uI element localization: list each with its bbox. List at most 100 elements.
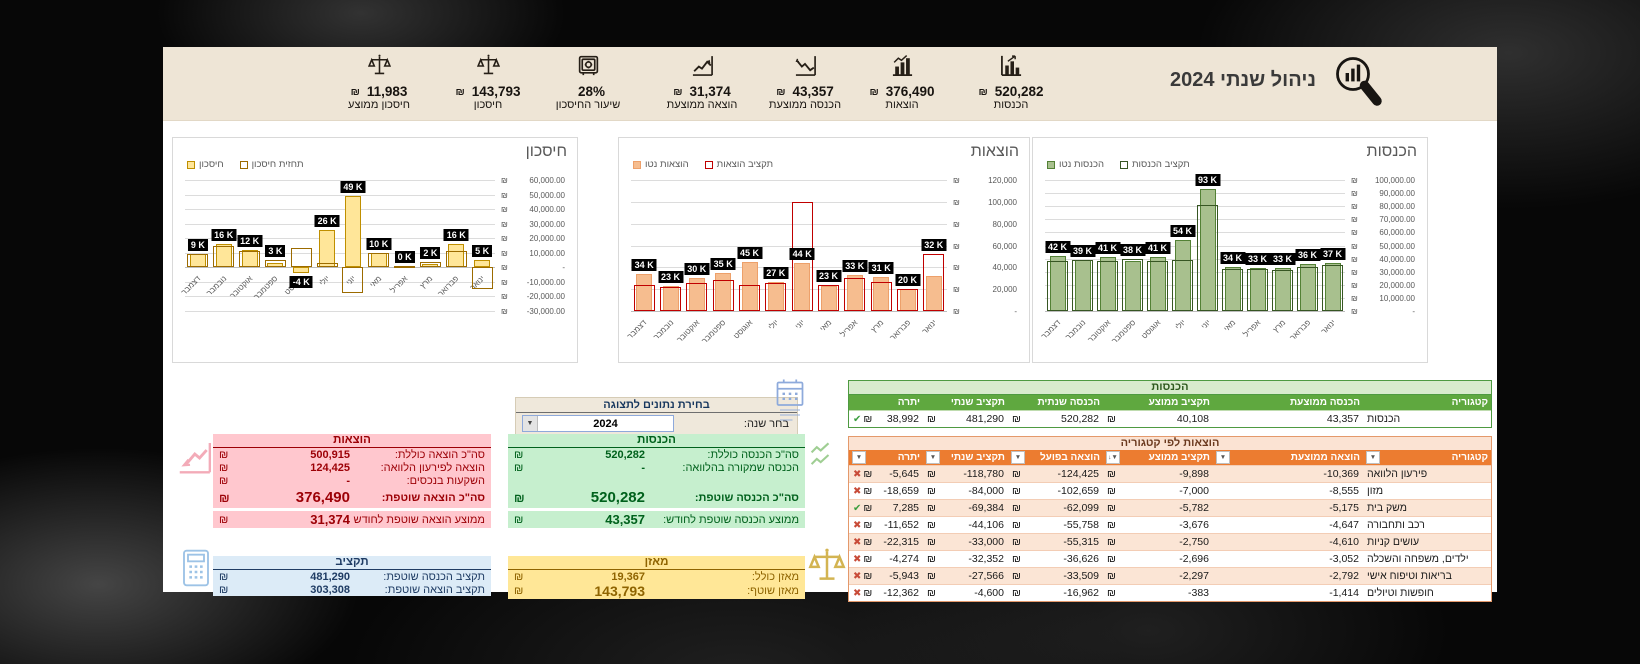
shekel-symbol: ₪ bbox=[514, 513, 524, 526]
bar-budget-outline bbox=[897, 289, 918, 311]
scales-icon bbox=[432, 53, 544, 83]
summary-row: סה"כ הוצאה שוטפת: 376,490 ₪ bbox=[213, 487, 491, 508]
gridline bbox=[1045, 245, 1345, 247]
data-label: 32 K bbox=[921, 239, 947, 252]
kpi-2: ₪ 143,793 חיסכון bbox=[432, 53, 544, 111]
row-label: ממוצע הוצאה שוטפת לחודש bbox=[353, 513, 485, 526]
column-header: ▼ קטגוריה bbox=[1363, 450, 1491, 465]
y-axis-tick: ₪ 100,000.00 bbox=[1351, 176, 1415, 185]
table-row: ✖ ₪ -11,652 ₪ -44,106 ₪ -55,758 ₪ -3,676 -4,647 רכ… bbox=[849, 516, 1491, 533]
chart-legend: תקציב הכנסות הכנסות נטו bbox=[1047, 159, 1190, 170]
data-label: 26 K bbox=[314, 214, 340, 227]
y-axis-tick: ₪ 60,000.00 bbox=[1351, 228, 1415, 238]
magnifier-chart-icon bbox=[1331, 52, 1389, 114]
bar-budget-outline bbox=[471, 267, 493, 290]
column-header: ▼ הוצאה בפועל bbox=[1008, 450, 1103, 465]
avg-budget-cell: ₪ 40,108 bbox=[1103, 410, 1213, 427]
column-header: תקציב שנתי bbox=[923, 395, 1008, 410]
y-axis-tick: ₪ 40,000 bbox=[953, 263, 1017, 273]
bar-budget-outline bbox=[1122, 258, 1143, 311]
data-label: 27 K bbox=[763, 266, 789, 279]
row-value: - bbox=[641, 461, 645, 474]
avg-budget-cell: ₪ -7,000 bbox=[1103, 482, 1213, 499]
legend-label: הוצאות נטו bbox=[645, 159, 689, 170]
bar-budget-outline bbox=[368, 252, 390, 268]
chevron-down-icon[interactable]: ▼ bbox=[523, 416, 538, 431]
filter-button[interactable]: ▼ bbox=[1366, 451, 1380, 464]
shekel-symbol: ₪ bbox=[219, 448, 229, 461]
safe-icon bbox=[532, 53, 644, 83]
tables-area: הכנסות יתרה תקציב שנתי הכנסה שנתית תקציב ממו… bbox=[848, 380, 1492, 602]
year-dropdown[interactable]: ▼ 2024 bbox=[522, 415, 674, 432]
avg-cell: -8,555 bbox=[1213, 482, 1363, 499]
data-label: 23 K bbox=[657, 270, 684, 283]
bar-budget-outline bbox=[1047, 261, 1068, 311]
avg-budget-cell: ₪ -5,782 bbox=[1103, 499, 1213, 516]
gridline bbox=[1045, 271, 1345, 273]
annual-cell: ₪ -62,099 bbox=[1008, 499, 1103, 516]
filter-button[interactable]: ▼ bbox=[926, 451, 940, 464]
kpi-label: הוצאה ממוצעת bbox=[666, 99, 738, 111]
annual-budget-cell: ₪ -27,566 bbox=[923, 567, 1008, 584]
category-cell: ילדים, משפחה והשכלה bbox=[1363, 550, 1491, 567]
bar-budget-outline bbox=[445, 251, 467, 268]
table: הוצאות לפי קטגוריה ▼ יתרה ▼ תקציב שנתי ▼ הוצאה… bbox=[848, 436, 1492, 602]
y-axis-tick: ₪ -20,000.00 bbox=[501, 292, 565, 302]
bar-budget-outline bbox=[1097, 261, 1118, 311]
box-title: הכנסות bbox=[508, 434, 805, 448]
legend-item: הוצאות נטו bbox=[633, 159, 689, 170]
table-header-row: ▼ יתרה ▼ תקציב שנתי ▼ הוצאה בפועל ↓▼ תקציב ממוצ… bbox=[849, 450, 1491, 465]
legend-label: תחזית חיסכון bbox=[251, 159, 304, 170]
line-down-icon bbox=[749, 53, 861, 83]
legend-item: תקציב הכנסות bbox=[1119, 159, 1190, 170]
currency-symbol: ₪ bbox=[673, 85, 683, 98]
bar-fill bbox=[319, 229, 336, 268]
data-label: 16 K bbox=[443, 229, 469, 241]
avg-cell: -1,414 bbox=[1213, 584, 1363, 601]
x-icon: ✖ bbox=[853, 570, 862, 582]
summary-row: מאזן שוטף: 143,793 ₪ bbox=[508, 583, 805, 599]
bar-budget-outline bbox=[1222, 269, 1243, 311]
y-axis-tick: ₪ 30,000.00 bbox=[501, 219, 565, 229]
column-header: יתרה bbox=[849, 395, 923, 410]
table-row: ✖ ₪ -22,315 ₪ -33,000 ₪ -55,315 ₪ -2,750 -4,610 עו… bbox=[849, 533, 1491, 550]
shekel-symbol: ₪ bbox=[219, 474, 229, 487]
y-axis-tick: ₪ 40,000.00 bbox=[1351, 254, 1415, 264]
column-header: תקציב ממוצע bbox=[1103, 395, 1213, 410]
balance-cell: ✖ ₪ -5,943 bbox=[849, 567, 923, 584]
avg-cell: -10,369 bbox=[1213, 465, 1363, 482]
filter-button[interactable]: ▼ bbox=[852, 451, 866, 464]
data-label: 33 K bbox=[842, 260, 868, 272]
data-label: 20 K bbox=[894, 274, 921, 287]
filter-button[interactable]: ▼ bbox=[1011, 451, 1025, 464]
x-icon: ✖ bbox=[853, 468, 862, 480]
y-axis-tick: ₪ - bbox=[953, 307, 1017, 316]
y-axis-tick: ₪ - bbox=[501, 263, 565, 273]
bar-budget-outline bbox=[187, 253, 209, 268]
table: הכנסות יתרה תקציב שנתי הכנסה שנתית תקציב ממו… bbox=[848, 380, 1492, 428]
year-value[interactable]: 2024 bbox=[593, 417, 618, 430]
kpi-header: ניהול שנתי 2024 ₪ 11,983 חיסכון ממוצע ₪ 143,… bbox=[163, 47, 1497, 121]
annual-cell: ₪ -55,315 bbox=[1008, 533, 1103, 550]
filter-button[interactable]: ↓▼ bbox=[1106, 451, 1120, 464]
kpi-value: ₪ 376,490 bbox=[869, 84, 935, 99]
gridline bbox=[1045, 219, 1345, 221]
legend-item: חיסכון bbox=[187, 159, 224, 170]
income-table: הכנסות יתרה תקציב שנתי הכנסה שנתית תקציב ממו… bbox=[848, 380, 1492, 428]
table-title: הוצאות לפי קטגוריה bbox=[849, 437, 1491, 450]
avg-budget-cell: ₪ -2,750 bbox=[1103, 533, 1213, 550]
bar-budget-outline bbox=[633, 284, 655, 311]
summary-row: ממוצע הוצאה שוטפת לחודש 31,374 ₪ bbox=[213, 508, 491, 528]
row-label: סה"כ הכנסה שוטפת: bbox=[694, 491, 799, 504]
avg-budget-cell: ₪ -2,297 bbox=[1103, 567, 1213, 584]
gridline bbox=[1045, 284, 1345, 286]
gridline bbox=[631, 289, 947, 291]
bar-budget-outline bbox=[818, 284, 839, 311]
kpi-7: ₪ 520,282 הכנסות bbox=[955, 53, 1067, 111]
y-axis-tick: ₪ 20,000.00 bbox=[501, 234, 565, 244]
summary-row: הכנסה שמקורה בהלוואה: - ₪ bbox=[508, 461, 805, 474]
year-select-label: בחר שנה: bbox=[743, 417, 789, 430]
filter-button[interactable]: ▼ bbox=[1216, 451, 1230, 464]
gridline bbox=[185, 311, 495, 312]
